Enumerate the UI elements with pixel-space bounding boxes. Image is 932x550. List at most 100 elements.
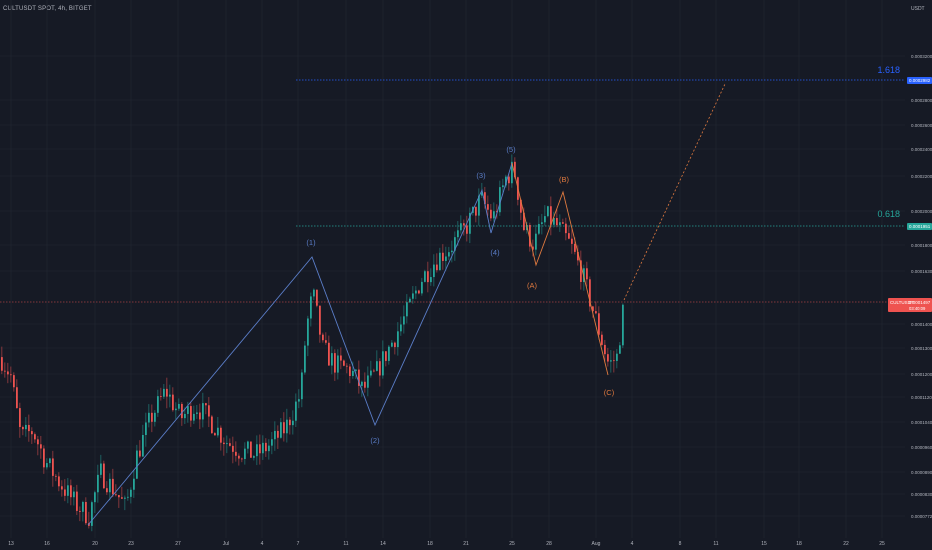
candle-body [34, 434, 36, 440]
candle-body [289, 419, 291, 426]
candle-body [562, 222, 564, 224]
y-tick-label: 0.0002000 [911, 209, 932, 214]
candle-body [340, 355, 342, 361]
candle-body [91, 502, 93, 526]
candle-body [214, 433, 216, 436]
candle-body [382, 351, 384, 376]
candle-body [106, 488, 108, 493]
candle-body [316, 289, 318, 306]
x-tick-label: 27 [175, 541, 181, 547]
x-tick-label: 11 [343, 541, 348, 547]
y-tick-label: 0.0002200 [911, 174, 932, 179]
candle-body [151, 412, 153, 422]
fib-0618-price-tag-bg [907, 223, 932, 230]
candle-body [280, 422, 282, 438]
candle-body [523, 212, 525, 231]
candle-body [550, 206, 552, 225]
y-tick-label: 0.0000772 [911, 514, 932, 519]
candle-body [580, 260, 582, 282]
candle-body [397, 331, 399, 348]
candle-body [205, 403, 207, 406]
candles [1, 154, 624, 532]
projection-dotted-line [623, 83, 726, 301]
x-tick-label: 23 [128, 541, 134, 547]
candle-body [226, 443, 228, 445]
candle-body [448, 252, 450, 257]
candle-body [64, 489, 66, 496]
candle-body [349, 366, 351, 376]
candle-body [262, 442, 264, 454]
candle-body [418, 290, 420, 294]
candle-body [343, 360, 345, 366]
fib-0618-price-tag: 0.0001951 [909, 224, 931, 229]
candle-body [196, 412, 198, 414]
wave-label-3: (3) [476, 171, 486, 180]
candle-body [187, 406, 189, 414]
candle-body [346, 365, 348, 367]
wave-labels: (1) (2) (3) (4) (5) (A) (B) (C) 1.618 0.… [306, 65, 900, 445]
candle-body [409, 298, 411, 303]
candle-body [532, 246, 534, 250]
elliott-wave-lines [87, 83, 726, 526]
x-tick-label: 21 [463, 541, 469, 547]
candle-body [427, 271, 429, 283]
currency-label[interactable]: USDT [911, 6, 925, 12]
candle-body [190, 406, 192, 421]
fib-0618-label: 0.618 [877, 209, 900, 219]
candle-body [154, 412, 156, 422]
candle-body [46, 463, 48, 468]
candle-body [67, 485, 69, 496]
candle-body [493, 211, 495, 219]
candle-body [268, 445, 270, 452]
candle-body [463, 223, 465, 226]
candle-body [274, 430, 276, 440]
candle-body [127, 496, 129, 498]
candle-body [130, 489, 132, 497]
candle-body [1, 357, 3, 371]
x-tick-label: 22 [843, 541, 849, 547]
y-tick-label: 0.0001040 [911, 420, 932, 425]
candle-body [160, 396, 162, 397]
candle-body [76, 491, 78, 511]
candle-body [412, 293, 414, 299]
candle-body [574, 243, 576, 252]
candle-body [121, 497, 123, 499]
candle-body [4, 370, 6, 372]
candle-body [304, 345, 306, 373]
x-tick-label: 25 [879, 541, 885, 547]
candle-body [520, 199, 522, 213]
candle-body [115, 494, 117, 496]
y-tick-label: 0.0001800 [911, 243, 932, 248]
x-tick-label: 18 [796, 541, 802, 547]
price-axis[interactable]: 0.0000772 0.0000830 0.0000890 0.0000960 0.00… [911, 54, 932, 519]
candle-body [424, 271, 426, 282]
x-tick-label: 7 [297, 541, 300, 547]
time-axis[interactable]: 13 16 20 23 27 Jul 4 7 11 14 18 21 25 28 Aug 4 8 11 15 18 22… [8, 541, 885, 547]
fib-1618-price-tag: 0.0002982 [909, 78, 931, 83]
candle-body [229, 443, 231, 446]
candle-body [379, 361, 381, 376]
candle-body [622, 304, 624, 346]
candle-body [295, 401, 297, 421]
candle-body [298, 399, 300, 402]
x-tick-label: 4 [261, 541, 264, 547]
candle-body [145, 422, 147, 435]
candle-body [85, 501, 87, 524]
candle-body [97, 474, 99, 493]
candle-body [319, 305, 321, 335]
candle-body [322, 334, 324, 341]
candle-body [451, 250, 453, 253]
corrective-wave-line [511, 162, 609, 376]
candle-body [175, 408, 177, 411]
candle-body [433, 264, 435, 278]
fib-levels [0, 79, 905, 303]
candle-body [406, 302, 408, 317]
candle-body [232, 445, 234, 452]
candle-body [541, 222, 543, 224]
candle-body [439, 252, 441, 271]
candle-body [178, 403, 180, 409]
candle-body [511, 161, 513, 184]
candle-body [514, 161, 516, 178]
